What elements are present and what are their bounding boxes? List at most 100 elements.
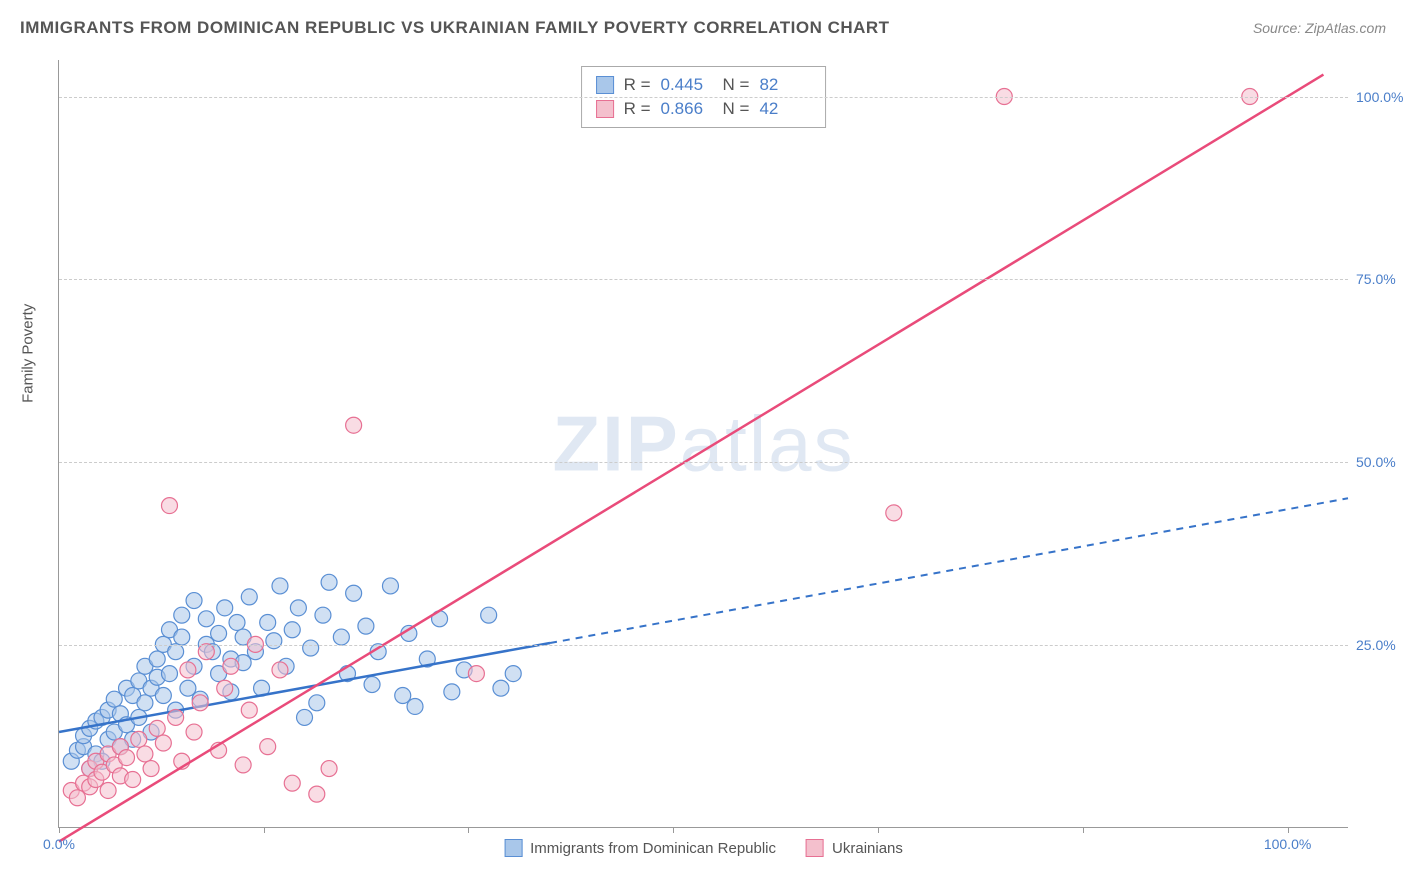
legend-swatch xyxy=(504,839,522,857)
data-point xyxy=(143,761,159,777)
x-tick xyxy=(673,827,674,833)
data-point xyxy=(309,786,325,802)
n-label: N = xyxy=(723,75,750,95)
data-point xyxy=(186,593,202,609)
data-point xyxy=(223,658,239,674)
x-tick-label: 100.0% xyxy=(1264,836,1311,852)
data-point xyxy=(315,607,331,623)
data-point xyxy=(168,709,184,725)
legend-row: R = 0.445 N = 82 xyxy=(596,73,812,97)
data-point xyxy=(290,600,306,616)
data-point xyxy=(407,698,423,714)
data-point xyxy=(493,680,509,696)
data-point xyxy=(211,625,227,641)
data-point xyxy=(217,680,233,696)
n-value: 82 xyxy=(759,75,811,95)
data-point xyxy=(229,614,245,630)
legend-label: Immigrants from Dominican Republic xyxy=(530,840,776,857)
data-point xyxy=(174,629,190,645)
data-point xyxy=(241,589,257,605)
data-point xyxy=(333,629,349,645)
data-point xyxy=(137,695,153,711)
data-point xyxy=(382,578,398,594)
data-point xyxy=(125,772,141,788)
gridline xyxy=(59,462,1348,463)
data-point xyxy=(155,688,171,704)
data-point xyxy=(364,677,380,693)
r-label: R = xyxy=(624,75,651,95)
data-point xyxy=(241,702,257,718)
x-axis-legend: Immigrants from Dominican Republic Ukrai… xyxy=(494,839,913,857)
data-point xyxy=(186,724,202,740)
trend-line xyxy=(59,75,1323,842)
data-point xyxy=(161,498,177,514)
data-point xyxy=(198,611,214,627)
data-point xyxy=(100,782,116,798)
data-point xyxy=(266,633,282,649)
legend-swatch xyxy=(806,839,824,857)
gridline xyxy=(59,645,1348,646)
data-point xyxy=(149,651,165,667)
data-point xyxy=(358,618,374,634)
data-point xyxy=(272,578,288,594)
x-tick xyxy=(1083,827,1084,833)
data-point xyxy=(131,731,147,747)
data-point xyxy=(505,666,521,682)
x-tick-label: 0.0% xyxy=(43,836,75,852)
data-point xyxy=(149,720,165,736)
data-point xyxy=(217,600,233,616)
data-point xyxy=(309,695,325,711)
x-tick xyxy=(1288,827,1289,833)
plot-area: ZIPatlas R = 0.445 N = 82 R = 0.866 N = … xyxy=(58,60,1348,828)
gridline xyxy=(59,97,1348,98)
data-point xyxy=(297,709,313,725)
y-tick-label: 50.0% xyxy=(1356,454,1406,470)
r-label: R = xyxy=(624,99,651,119)
data-point xyxy=(260,614,276,630)
data-point xyxy=(346,585,362,601)
data-point xyxy=(321,574,337,590)
y-tick-label: 75.0% xyxy=(1356,271,1406,287)
data-point xyxy=(235,757,251,773)
data-point xyxy=(886,505,902,521)
gridline xyxy=(59,279,1348,280)
chart-title: IMMIGRANTS FROM DOMINICAN REPUBLIC VS UK… xyxy=(20,18,890,38)
x-tick xyxy=(878,827,879,833)
legend-item: Immigrants from Dominican Republic xyxy=(504,839,776,857)
legend-label: Ukrainians xyxy=(832,840,903,857)
data-point xyxy=(346,417,362,433)
data-point xyxy=(481,607,497,623)
data-point xyxy=(444,684,460,700)
x-tick xyxy=(468,827,469,833)
data-point xyxy=(161,666,177,682)
r-value: 0.866 xyxy=(661,99,713,119)
n-value: 42 xyxy=(759,99,811,119)
r-value: 0.445 xyxy=(661,75,713,95)
y-tick-label: 100.0% xyxy=(1356,89,1406,105)
data-point xyxy=(119,750,135,766)
x-tick xyxy=(264,827,265,833)
trend-line-extrapolated xyxy=(550,498,1348,643)
legend-item: Ukrainians xyxy=(806,839,903,857)
source-attribution: Source: ZipAtlas.com xyxy=(1253,20,1386,36)
data-point xyxy=(260,739,276,755)
y-tick-label: 25.0% xyxy=(1356,637,1406,653)
legend-row: R = 0.866 N = 42 xyxy=(596,97,812,121)
data-point xyxy=(284,775,300,791)
data-point xyxy=(137,746,153,762)
data-point xyxy=(468,666,484,682)
x-tick xyxy=(59,827,60,833)
chart-svg xyxy=(59,60,1348,827)
data-point xyxy=(284,622,300,638)
data-point xyxy=(155,735,171,751)
data-point xyxy=(272,662,288,678)
data-point xyxy=(303,640,319,656)
data-point xyxy=(192,695,208,711)
n-label: N = xyxy=(723,99,750,119)
title-bar: IMMIGRANTS FROM DOMINICAN REPUBLIC VS UK… xyxy=(20,18,1386,38)
legend-swatch xyxy=(596,76,614,94)
legend-swatch xyxy=(596,100,614,118)
y-axis-title: Family Poverty xyxy=(20,304,37,403)
data-point xyxy=(321,761,337,777)
data-point xyxy=(180,662,196,678)
